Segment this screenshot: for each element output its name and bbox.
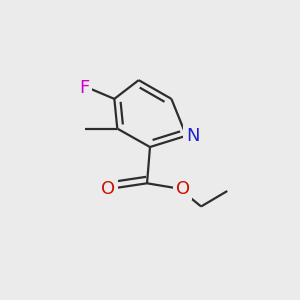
Text: O: O <box>176 180 190 198</box>
Text: O: O <box>101 180 115 198</box>
Text: F: F <box>80 79 90 97</box>
Text: N: N <box>186 127 200 145</box>
